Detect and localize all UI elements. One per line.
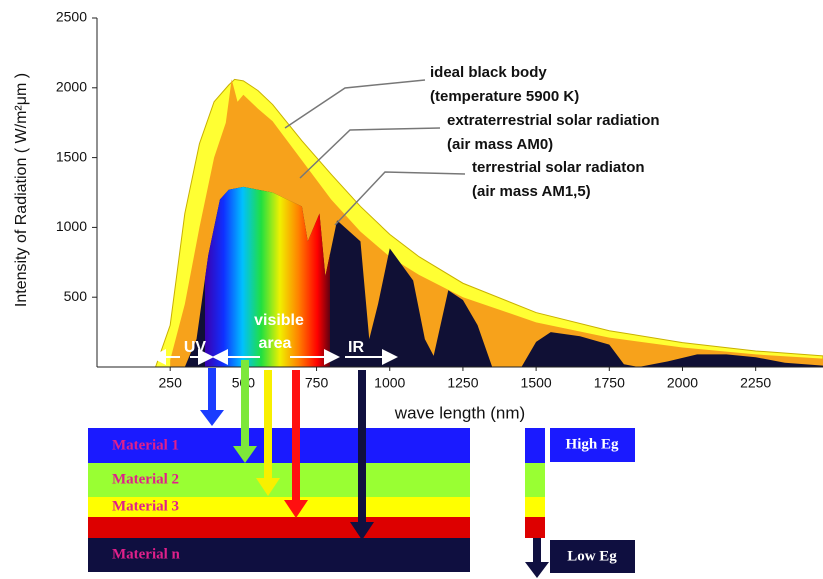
material-label: Material 2: [112, 471, 179, 487]
x-tick-label: 1500: [521, 375, 552, 391]
eg-bar: [525, 428, 545, 463]
annotation: (air mass AM1,5): [472, 183, 591, 200]
material-label: Material n: [112, 546, 181, 562]
leader-line: [285, 80, 425, 128]
region-label: IR: [348, 339, 364, 356]
annotation: ideal black body: [430, 64, 547, 81]
annotation: extraterrestrial solar radiation: [447, 112, 660, 129]
region-label: visible: [254, 312, 304, 329]
arrow: [525, 538, 549, 578]
x-tick-label: 2000: [667, 375, 698, 391]
x-tick-label: 1750: [594, 375, 625, 391]
y-tick-label: 2000: [56, 79, 87, 95]
eg-label: Low Eg: [567, 548, 617, 564]
material-label: Material 1: [112, 437, 179, 453]
eg-bar: [525, 517, 545, 538]
region-label: area: [259, 335, 292, 352]
y-tick-label: 500: [64, 288, 88, 304]
eg-bar: [525, 497, 545, 517]
eg-label: High Eg: [566, 436, 619, 452]
layer: [88, 517, 470, 538]
x-tick-label: 1250: [447, 375, 478, 391]
x-tick-label: 750: [305, 375, 329, 391]
y-tick-label: 2500: [56, 9, 87, 25]
region-label: UV: [184, 339, 207, 356]
page: 5001000150020002500250500750100012501500…: [0, 0, 823, 579]
y-axis-label: Intensity of Radiation ( W/m²μm ): [13, 73, 30, 307]
annotation: (air mass AM0): [447, 136, 553, 153]
annotation: (temperature 5900 K): [430, 88, 579, 105]
x-tick-label: 250: [159, 375, 183, 391]
x-tick-label: 2250: [740, 375, 771, 391]
eg-bar: [525, 463, 545, 497]
x-tick-label: 1000: [374, 375, 405, 391]
y-tick-label: 1500: [56, 148, 87, 164]
arrow: [200, 368, 224, 426]
x-axis-label: wave length (nm): [394, 403, 525, 422]
material-label: Material 3: [112, 498, 179, 514]
annotation: terrestrial solar radiaton: [472, 159, 645, 176]
y-tick-label: 1000: [56, 218, 87, 234]
